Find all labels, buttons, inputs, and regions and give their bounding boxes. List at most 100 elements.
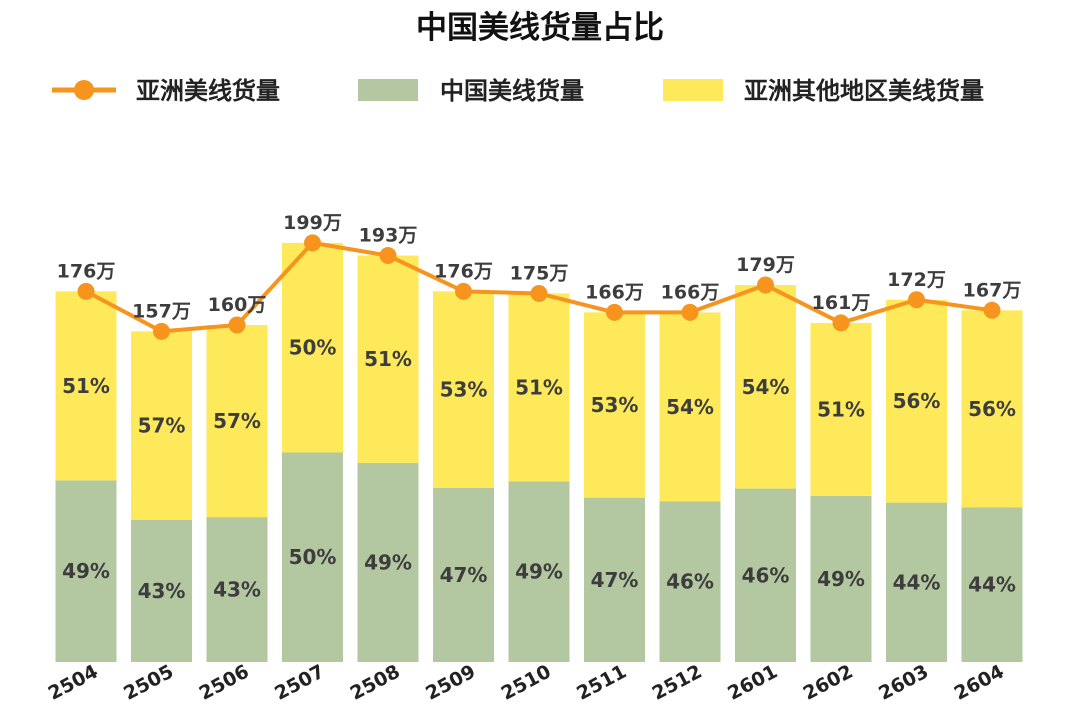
- bar-china: [508, 481, 570, 662]
- pct-label-other-asia: 51%: [62, 374, 110, 398]
- bar-other-asia: [810, 322, 872, 496]
- asia-volume-point: [228, 316, 246, 334]
- bar-china: [810, 495, 872, 662]
- asia-volume-label: 176万: [57, 260, 116, 282]
- asia-volume-label: 167万: [963, 279, 1022, 301]
- pct-label-china: 49%: [364, 550, 412, 574]
- asia-volume-point: [304, 234, 321, 252]
- pct-label-china: 49%: [817, 567, 865, 591]
- asia-volume-label: 199万: [283, 212, 342, 234]
- bar-other-asia: [357, 255, 419, 463]
- x-axis-ticks: 2504 2505 2506 2507 2508 2509 2510 2511 2512 2601…: [45, 661, 1008, 705]
- bar-china: [131, 519, 192, 662]
- x-tick-label: 2604: [951, 661, 1008, 705]
- bar-other-asia: [886, 299, 947, 503]
- bar-china: [659, 501, 721, 662]
- legend-line-marker: [74, 80, 94, 100]
- pct-label-china: 43%: [213, 578, 261, 602]
- pct-label-china: 49%: [515, 560, 563, 584]
- pct-label-other-asia: 51%: [364, 347, 412, 371]
- asia-volume-point: [606, 303, 623, 321]
- asia-volume-label: 166万: [585, 281, 644, 303]
- pct-label-china: 44%: [968, 573, 1016, 597]
- legend-swatch-china: [358, 79, 418, 101]
- bar-other-asia: [131, 331, 192, 520]
- asia-volume-label: 172万: [887, 269, 946, 291]
- legend-label-asia: 亚洲美线货量: [136, 77, 280, 105]
- asia-volume-point: [757, 276, 774, 294]
- x-tick-label: 2603: [875, 661, 932, 705]
- pct-label-china: 50%: [289, 545, 337, 569]
- pct-label-china: 47%: [591, 568, 639, 592]
- legend-swatch-other: [663, 79, 723, 101]
- x-tick-label: 2511: [573, 661, 630, 705]
- asia-volume-point: [77, 282, 95, 300]
- bar-china: [433, 487, 494, 662]
- asia-volume-label: 161万: [812, 292, 871, 314]
- bar-china: [357, 462, 419, 662]
- pct-label-other-asia: 57%: [138, 414, 186, 438]
- bar-other-asia: [508, 293, 570, 482]
- asia-volume-label: 193万: [359, 225, 418, 247]
- x-tick-label: 2509: [422, 661, 479, 705]
- asia-volume-point: [832, 314, 850, 332]
- legend-label-other: 亚洲其他地区美线货量: [744, 77, 984, 105]
- bar-other-asia: [282, 242, 343, 453]
- pct-label-china: 47%: [440, 563, 488, 587]
- pct-label-china: 46%: [666, 570, 714, 594]
- x-tick-label: 2505: [120, 661, 177, 705]
- x-tick-label: 2507: [271, 661, 328, 705]
- asia-volume-point: [153, 322, 170, 340]
- pct-label-other-asia: 54%: [666, 395, 714, 419]
- bar-china: [886, 502, 947, 662]
- bar-other-asia: [433, 291, 494, 488]
- bar-other-asia: [659, 312, 721, 502]
- asia-volume-point: [530, 284, 548, 302]
- pct-label-china: 46%: [742, 563, 790, 587]
- asia-volume-label: 160万: [208, 294, 267, 316]
- bar-china: [55, 480, 117, 662]
- x-tick-label: 2601: [724, 661, 781, 705]
- asia-volume-label: 179万: [736, 254, 795, 276]
- asia-volume-label: 166万: [661, 281, 720, 303]
- pct-label-other-asia: 54%: [742, 375, 790, 399]
- bar-other-asia: [206, 325, 268, 518]
- pct-label-other-asia: 57%: [213, 409, 261, 433]
- bars-layer: [55, 242, 1023, 662]
- bar-other-asia: [55, 291, 117, 481]
- pct-label-other-asia: 53%: [591, 393, 639, 417]
- pct-label-other-asia: 53%: [440, 378, 488, 402]
- x-tick-label: 2512: [649, 661, 706, 705]
- bar-china: [282, 452, 343, 662]
- asia-volume-label: 176万: [434, 260, 493, 282]
- asia-volume-point: [983, 301, 1001, 319]
- pct-label-china: 49%: [62, 559, 110, 583]
- x-tick-label: 2504: [45, 661, 102, 705]
- bar-china: [735, 488, 796, 662]
- bar-china: [961, 507, 1023, 662]
- x-tick-label: 2506: [196, 661, 253, 705]
- pct-label-other-asia: 51%: [515, 375, 563, 399]
- legend-label-china: 中国美线货量: [440, 77, 584, 105]
- x-tick-label: 2508: [347, 661, 404, 705]
- bar-china: [206, 517, 268, 662]
- percent-labels-layer: 49% 51% 43% 57% 43% 57% 50% 50% 49% 51% 47% 53% 49% 5…: [62, 336, 1016, 603]
- asia-volume-point: [455, 282, 472, 300]
- x-tick-label: 2510: [498, 661, 555, 705]
- bar-other-asia: [584, 312, 645, 498]
- asia-volume-point: [908, 291, 925, 309]
- pct-label-other-asia: 56%: [968, 397, 1016, 421]
- bar-other-asia: [735, 285, 796, 489]
- x-tick-label: 2602: [800, 661, 857, 705]
- bar-china: [584, 497, 645, 662]
- asia-volume-label: 175万: [510, 262, 569, 284]
- asia-volume-label: 157万: [132, 300, 191, 322]
- legend: 亚洲美线货量 中国美线货量 亚洲其他地区美线货量: [52, 77, 984, 105]
- pct-label-china: 43%: [138, 579, 186, 603]
- pct-label-other-asia: 51%: [817, 397, 865, 421]
- line-layer: 176万 157万 160万 199万 193万 176万 175万 166万 166万 179万…: [57, 212, 1022, 340]
- chart-title: 中国美线货量占比: [416, 10, 664, 46]
- pct-label-other-asia: 56%: [893, 389, 941, 413]
- asia-volume-point: [681, 303, 699, 321]
